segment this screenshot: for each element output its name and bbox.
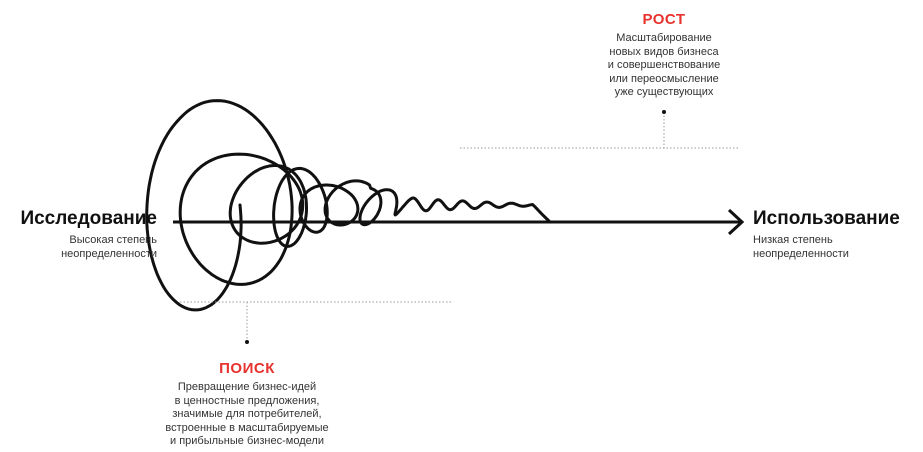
search-line: встроенные в масштабируемые <box>165 421 329 434</box>
start-title: Исследование <box>20 208 157 229</box>
start-stage: Исследование Высокая степень неопределен… <box>20 208 157 261</box>
growth-line: Масштабирование <box>616 32 712 44</box>
end-stage: Использование Низкая степень неопределен… <box>753 208 900 261</box>
growth-line: и совершенствование <box>607 59 721 71</box>
growth-line: новых видов бизнеса <box>609 45 719 58</box>
growth-line: уже существующих <box>614 86 714 98</box>
start-subtitle-line: Высокая степень <box>69 234 157 246</box>
end-title: Использование <box>753 208 900 229</box>
arrow-head <box>727 208 745 236</box>
end-subtitle-line: Низкая степень <box>753 234 833 246</box>
growth-title: РОСТ <box>642 11 686 28</box>
search-title: ПОИСК <box>219 360 275 377</box>
growth-line: или переосмысление <box>609 72 719 85</box>
end-subtitle-line: неопределенности <box>753 248 849 260</box>
search-dot <box>245 340 249 344</box>
search-line: и прибыльные бизнес-модели <box>170 435 324 447</box>
search-line: в ценностные предложения, <box>174 394 320 407</box>
search-line: Превращение бизнес-идей <box>177 381 317 393</box>
search-phase: ПОИСК Превращение бизнес-идей в ценностн… <box>157 360 337 449</box>
growth-phase: РОСТ Масштабирование новых видов бизнеса… <box>574 11 754 100</box>
start-subtitle-line: неопределенности <box>61 248 157 260</box>
search-line: значимые для потребителей, <box>172 408 322 420</box>
growth-dot <box>662 110 666 114</box>
scribble-path <box>145 99 552 312</box>
